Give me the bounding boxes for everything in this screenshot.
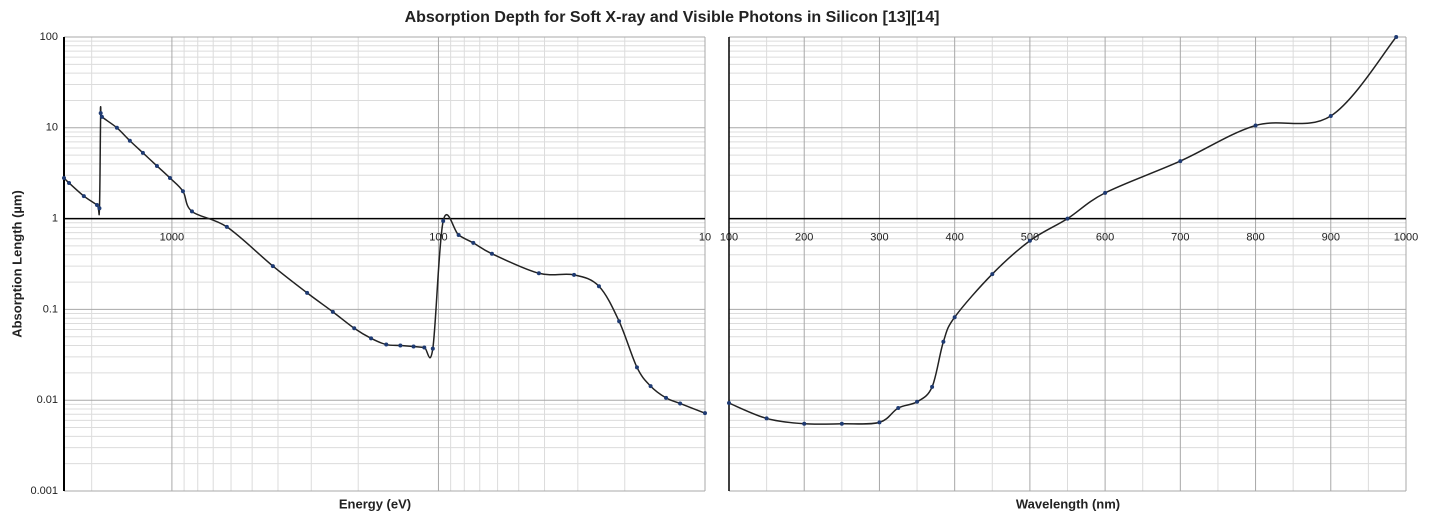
data-point: [896, 406, 901, 411]
data-point: [411, 344, 416, 349]
data-point: [930, 384, 935, 389]
x-tick-label: 200: [795, 232, 813, 244]
data-point: [990, 272, 995, 277]
x-tick-label: 100: [429, 232, 447, 244]
data-point: [596, 284, 601, 289]
data-point: [422, 345, 427, 350]
data-point: [430, 346, 435, 351]
y-axis-label: Absorption Length (µm): [9, 190, 24, 338]
data-point: [180, 189, 185, 194]
data-point: [67, 180, 72, 185]
data-point: [305, 290, 310, 295]
y-tick-label: 0.01: [37, 394, 58, 406]
data-point: [330, 309, 335, 314]
data-point: [489, 251, 494, 256]
data-point: [536, 271, 541, 276]
data-point: [189, 209, 194, 214]
x-tick-label: 300: [870, 232, 888, 244]
data-point: [678, 401, 683, 406]
data-line: [728, 36, 1397, 425]
data-point: [572, 272, 577, 277]
data-point: [648, 384, 653, 389]
x-tick-label: 1000: [1394, 232, 1418, 244]
data-point: [664, 395, 669, 400]
data-point: [114, 125, 119, 130]
x-tick-label: 10: [699, 232, 711, 244]
data-point: [1103, 190, 1108, 195]
data-point: [398, 343, 403, 348]
x-tick-label: 900: [1322, 232, 1340, 244]
data-point: [384, 342, 389, 347]
data-point: [98, 111, 103, 116]
y-tick-label: 0.1: [43, 303, 58, 315]
data-point: [1328, 113, 1333, 118]
chart-title: Absorption Depth for Soft X-ray and Visi…: [405, 9, 940, 26]
data-point: [154, 163, 159, 168]
data-point: [471, 240, 476, 245]
data-point: [97, 206, 102, 211]
data-point: [224, 224, 229, 229]
data-point: [369, 336, 374, 341]
data-point: [764, 416, 769, 421]
data-point: [1394, 35, 1399, 39]
data-point: [99, 114, 104, 119]
data-point: [634, 365, 639, 370]
data-point: [941, 339, 946, 344]
y-tick-label: 100: [40, 31, 58, 43]
data-point: [81, 194, 86, 199]
x-tick-label: 400: [945, 232, 963, 244]
data-point: [441, 219, 446, 224]
data-point: [456, 232, 461, 237]
data-point: [270, 264, 275, 269]
data-point: [167, 175, 172, 180]
x-tick-label: 1000: [160, 232, 184, 244]
x-tick-label: 600: [1096, 232, 1114, 244]
data-point: [1027, 238, 1032, 243]
data-point: [617, 319, 622, 324]
data-point: [703, 411, 707, 416]
x-axis-label: Energy (eV): [339, 496, 411, 511]
data-point: [140, 150, 145, 155]
data-line: [63, 106, 706, 414]
data-point: [1178, 159, 1183, 164]
y-tick-label: 0.001: [30, 485, 58, 497]
data-point: [877, 420, 882, 425]
y-tick-label: 10: [46, 122, 58, 134]
data-point: [915, 399, 920, 404]
data-point: [952, 315, 957, 320]
data-point: [62, 175, 66, 180]
x-tick-label: 500: [1021, 232, 1039, 244]
data-point: [127, 138, 132, 143]
data-point: [1253, 123, 1258, 128]
x-tick-label: 800: [1246, 232, 1264, 244]
data-point: [1065, 216, 1070, 221]
x-tick-label: 700: [1171, 232, 1189, 244]
data-point: [839, 421, 844, 426]
data-point: [727, 401, 731, 406]
data-point: [352, 326, 357, 331]
y-tick-label: 1: [52, 213, 58, 225]
data-point: [94, 203, 99, 208]
data-point: [802, 421, 807, 426]
x-axis-label: Wavelength (nm): [1016, 496, 1120, 511]
